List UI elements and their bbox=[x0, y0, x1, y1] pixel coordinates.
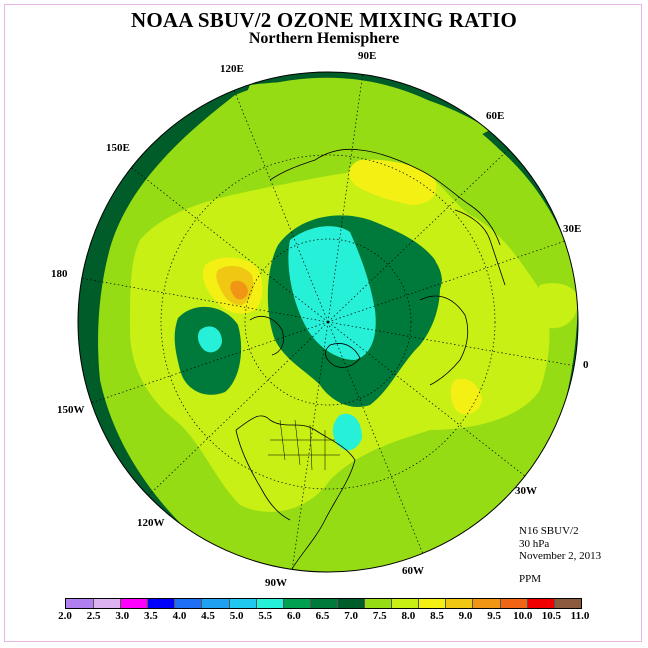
colorbar-swatch bbox=[364, 599, 392, 608]
colorbar-tick-label: 7.5 bbox=[372, 610, 387, 622]
colorbar-swatch bbox=[201, 599, 229, 608]
meridian-60w bbox=[327, 321, 424, 555]
colorbar-tick-label: 3.5 bbox=[143, 610, 158, 622]
lon-label-120w: 120W bbox=[137, 517, 165, 529]
colorbar-swatch bbox=[255, 599, 283, 608]
colorbar-tick-label: 11.0 bbox=[570, 610, 590, 622]
west-coast bbox=[235, 429, 291, 521]
colorbar-tick-label: 9.0 bbox=[458, 610, 473, 622]
lon-label-120e: 120E bbox=[220, 63, 244, 75]
meridian-150e bbox=[126, 163, 329, 323]
colorbar bbox=[65, 598, 582, 609]
colorbar-swatch bbox=[282, 599, 310, 608]
ozone-9.5-pacific bbox=[230, 280, 248, 300]
latitude-circle-60 bbox=[244, 238, 412, 406]
colorbar-swatch bbox=[391, 599, 419, 608]
info-block: N16 SBUV/2 30 hPa November 2, 2013 PPM bbox=[519, 525, 601, 585]
greenland-coast bbox=[325, 343, 361, 368]
colorbar-tick-label: 2.0 bbox=[58, 610, 72, 622]
lon-label-60e: 60E bbox=[486, 110, 505, 122]
ozone-5.5-pacific bbox=[197, 326, 222, 353]
colorbar-swatch bbox=[499, 599, 527, 608]
ozone-8.0-east bbox=[535, 283, 578, 329]
lon-label-90w: 90W bbox=[265, 577, 287, 589]
colorbar-tick-label: 6.0 bbox=[287, 610, 301, 622]
colorbar-tick-label: 3.0 bbox=[115, 610, 130, 622]
figure-frame bbox=[4, 4, 642, 642]
colorbar-tick-label: 9.5 bbox=[487, 610, 502, 622]
colorbar-tick-label: 10.0 bbox=[513, 610, 533, 622]
map-title: NOAA SBUV/2 OZONE MIXING RATIO bbox=[131, 8, 517, 32]
colorbar-swatch bbox=[93, 599, 121, 608]
colorbar-swatch bbox=[553, 599, 581, 608]
colorbar-tick-label: 6.5 bbox=[315, 610, 330, 622]
ozone-6.5-siberia bbox=[385, 240, 442, 307]
alaska-coast bbox=[249, 316, 284, 356]
coastlines bbox=[235, 148, 506, 572]
colorbar-swatch bbox=[147, 599, 175, 608]
colorbar-swatch bbox=[472, 599, 500, 608]
graticule bbox=[79, 72, 577, 572]
ozone-5.5-atlantic bbox=[332, 413, 362, 451]
lon-label-0: 0 bbox=[583, 359, 589, 371]
lon-label-180: 180 bbox=[51, 268, 68, 280]
colorbar-swatch bbox=[418, 599, 446, 608]
meridian-30w bbox=[327, 321, 531, 481]
level-text: 30 hPa bbox=[519, 537, 550, 550]
europe-coast bbox=[419, 295, 469, 386]
colorbar-tick-label: 4.5 bbox=[201, 610, 215, 622]
colorbar-tick-label: 4.0 bbox=[172, 610, 187, 622]
map-subtitle: Northern Hemisphere bbox=[248, 30, 400, 47]
meridian-120w bbox=[147, 321, 329, 497]
colorbar-tick-label: 7.0 bbox=[344, 610, 358, 622]
lon-label-150e: 150E bbox=[106, 142, 130, 154]
lon-label-150w: 150W bbox=[57, 404, 85, 416]
colorbar-tick-label: 8.0 bbox=[401, 610, 416, 622]
colorbar-tick-label: 5.5 bbox=[258, 610, 273, 622]
latitude-circle-30 bbox=[160, 154, 496, 490]
ozone-field bbox=[78, 72, 578, 572]
lon-label-60w: 60W bbox=[402, 565, 424, 577]
colorbar-swatch bbox=[174, 599, 202, 608]
instrument-text: N16 SBUV/2 bbox=[519, 525, 579, 537]
colorbar-swatch bbox=[526, 599, 554, 608]
colorbar-tick-label: 8.5 bbox=[430, 610, 444, 622]
colorbar-swatch bbox=[309, 599, 337, 608]
ozone-8.5-north bbox=[348, 159, 437, 205]
date-text: November 2, 2013 bbox=[519, 550, 602, 562]
colorbar-tick-label: 10.5 bbox=[541, 610, 561, 622]
colorbar-swatch bbox=[336, 599, 365, 608]
colorbar-swatch bbox=[120, 599, 148, 608]
scandinavia-coast bbox=[454, 209, 506, 286]
colorbar-swatch bbox=[66, 599, 94, 608]
meridian-60e bbox=[327, 148, 510, 323]
lon-label-30w: 30W bbox=[515, 485, 537, 497]
map-boundary bbox=[77, 71, 579, 573]
colorbar-tick-label: 5.0 bbox=[229, 610, 244, 622]
state-borders bbox=[268, 419, 340, 471]
north-america-coast bbox=[235, 415, 356, 572]
colorbar-swatch bbox=[445, 599, 473, 608]
ozone-8.5-atlantic bbox=[450, 378, 482, 415]
lon-label-30e: 30E bbox=[563, 223, 582, 235]
colorbar-tick-label: 2.5 bbox=[86, 610, 101, 622]
units-text: PPM bbox=[519, 572, 542, 585]
eurasia-coast bbox=[269, 148, 501, 246]
colorbar-swatch bbox=[228, 599, 256, 608]
lon-label-90e: 90E bbox=[358, 50, 377, 62]
meridian-120e bbox=[233, 89, 329, 323]
